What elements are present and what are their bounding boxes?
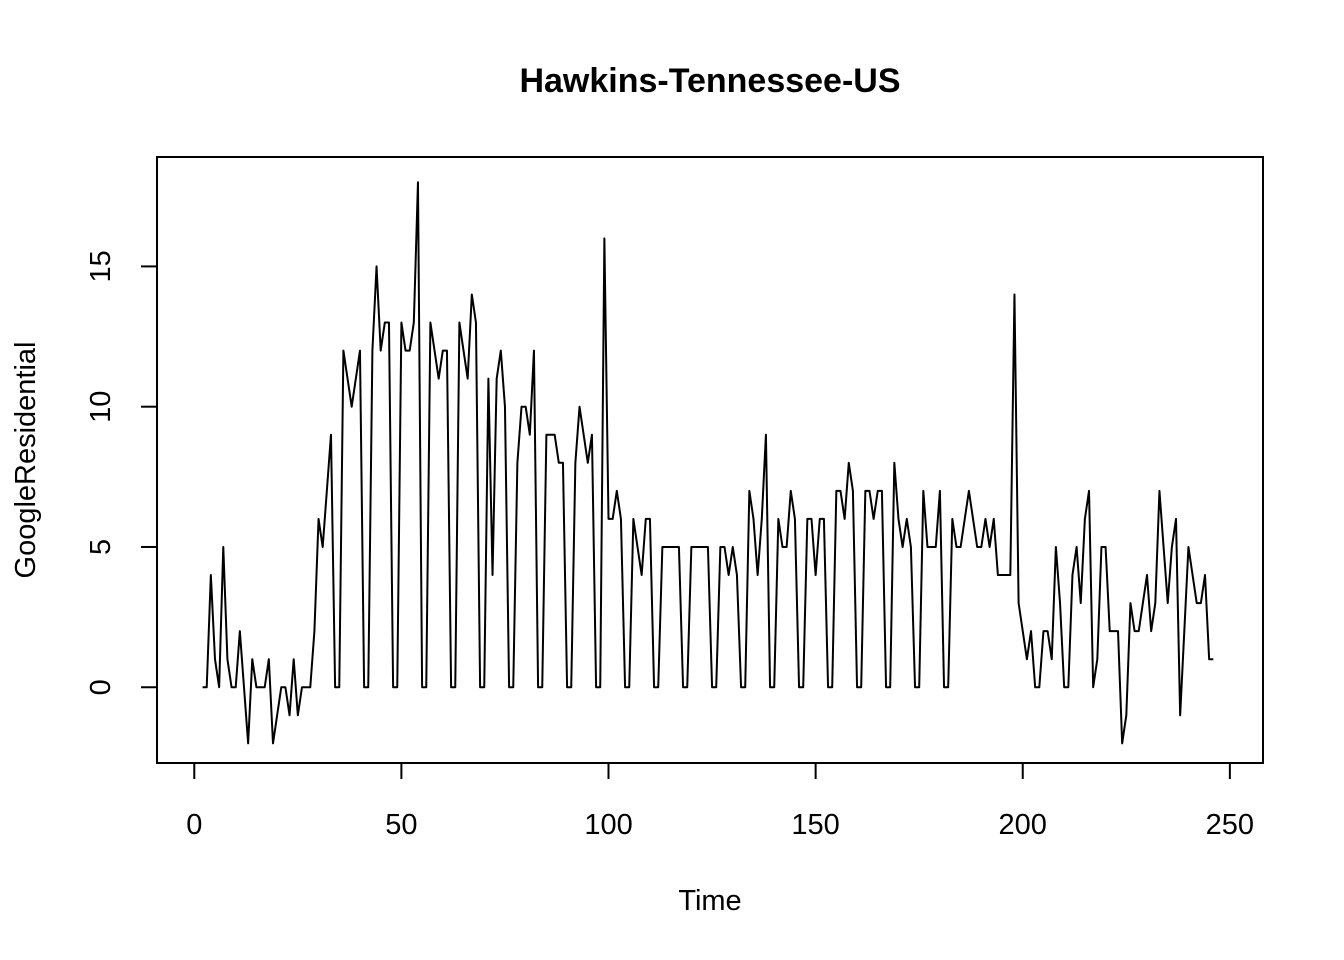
y-tick-label: 5	[85, 539, 117, 555]
x-tick-label: 250	[1206, 809, 1254, 841]
plot-frame	[156, 156, 1264, 764]
x-tick-label: 0	[186, 809, 202, 841]
x-tick-label: 150	[791, 809, 839, 841]
x-axis: 0 50 100 150 200 250	[186, 762, 1254, 841]
x-tick-label: 200	[999, 809, 1047, 841]
y-tick-label: 0	[85, 679, 117, 695]
x-axis-label: Time	[678, 885, 741, 917]
y-tick-label: 15	[85, 250, 117, 282]
series-line	[202, 181, 1214, 745]
chart-title: Hawkins-Tennessee-US	[519, 62, 900, 100]
x-tick-label: 50	[385, 809, 417, 841]
y-axis: 0 5 10 15	[85, 250, 158, 695]
x-tick-label: 100	[584, 809, 632, 841]
y-tick-label: 10	[85, 391, 117, 423]
y-axis-label: GoogleResidential	[10, 342, 42, 579]
